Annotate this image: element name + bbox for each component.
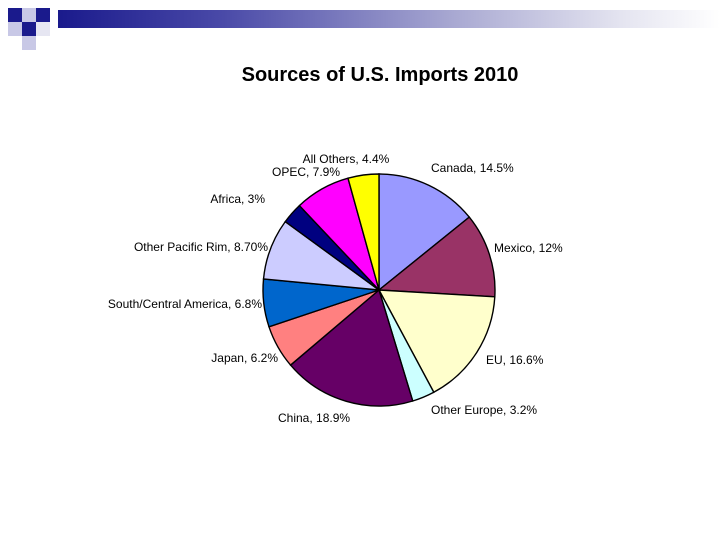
header-square bbox=[22, 36, 36, 50]
header-square bbox=[8, 8, 22, 22]
header-square bbox=[36, 8, 50, 22]
pie-slice-eu bbox=[377, 289, 496, 394]
header-gradient-band bbox=[58, 10, 720, 28]
slice-label-japan: Japan, 6.2% bbox=[211, 351, 278, 365]
pie-slice-all-others bbox=[347, 173, 380, 291]
header-square bbox=[36, 22, 50, 36]
pie-slice-canada bbox=[378, 173, 471, 292]
pie-slice-mexico bbox=[377, 216, 496, 298]
header-square bbox=[22, 8, 36, 22]
slice-label-other-pacific-rim: Other Pacific Rim, 8.70% bbox=[134, 240, 268, 254]
slice-label-other-europe: Other Europe, 3.2% bbox=[431, 403, 537, 417]
slice-label-eu: EU, 16.6% bbox=[486, 353, 544, 367]
pie-labels: Canada, 14.5% Mexico, 12% EU, 16.6% Other E… bbox=[108, 152, 563, 425]
slice-label-all-others: All Others, 4.4% bbox=[303, 152, 390, 166]
header-square bbox=[22, 22, 36, 36]
header-square bbox=[8, 22, 22, 36]
slice-label-africa: Africa, 3% bbox=[210, 192, 265, 206]
slice-label-canada: Canada, 14.5% bbox=[431, 161, 514, 175]
pie-slices bbox=[262, 173, 496, 407]
pie-slice-china bbox=[289, 288, 414, 407]
slice-label-south-central-america: South/Central America, 6.8% bbox=[108, 297, 262, 311]
slice-label-opec: OPEC, 7.9% bbox=[272, 165, 340, 179]
slice-label-mexico: Mexico, 12% bbox=[494, 241, 563, 255]
header-decoration bbox=[0, 0, 720, 50]
chart-title: Sources of U.S. Imports 2010 bbox=[241, 64, 519, 86]
slice-label-china: China, 18.9% bbox=[278, 411, 350, 425]
